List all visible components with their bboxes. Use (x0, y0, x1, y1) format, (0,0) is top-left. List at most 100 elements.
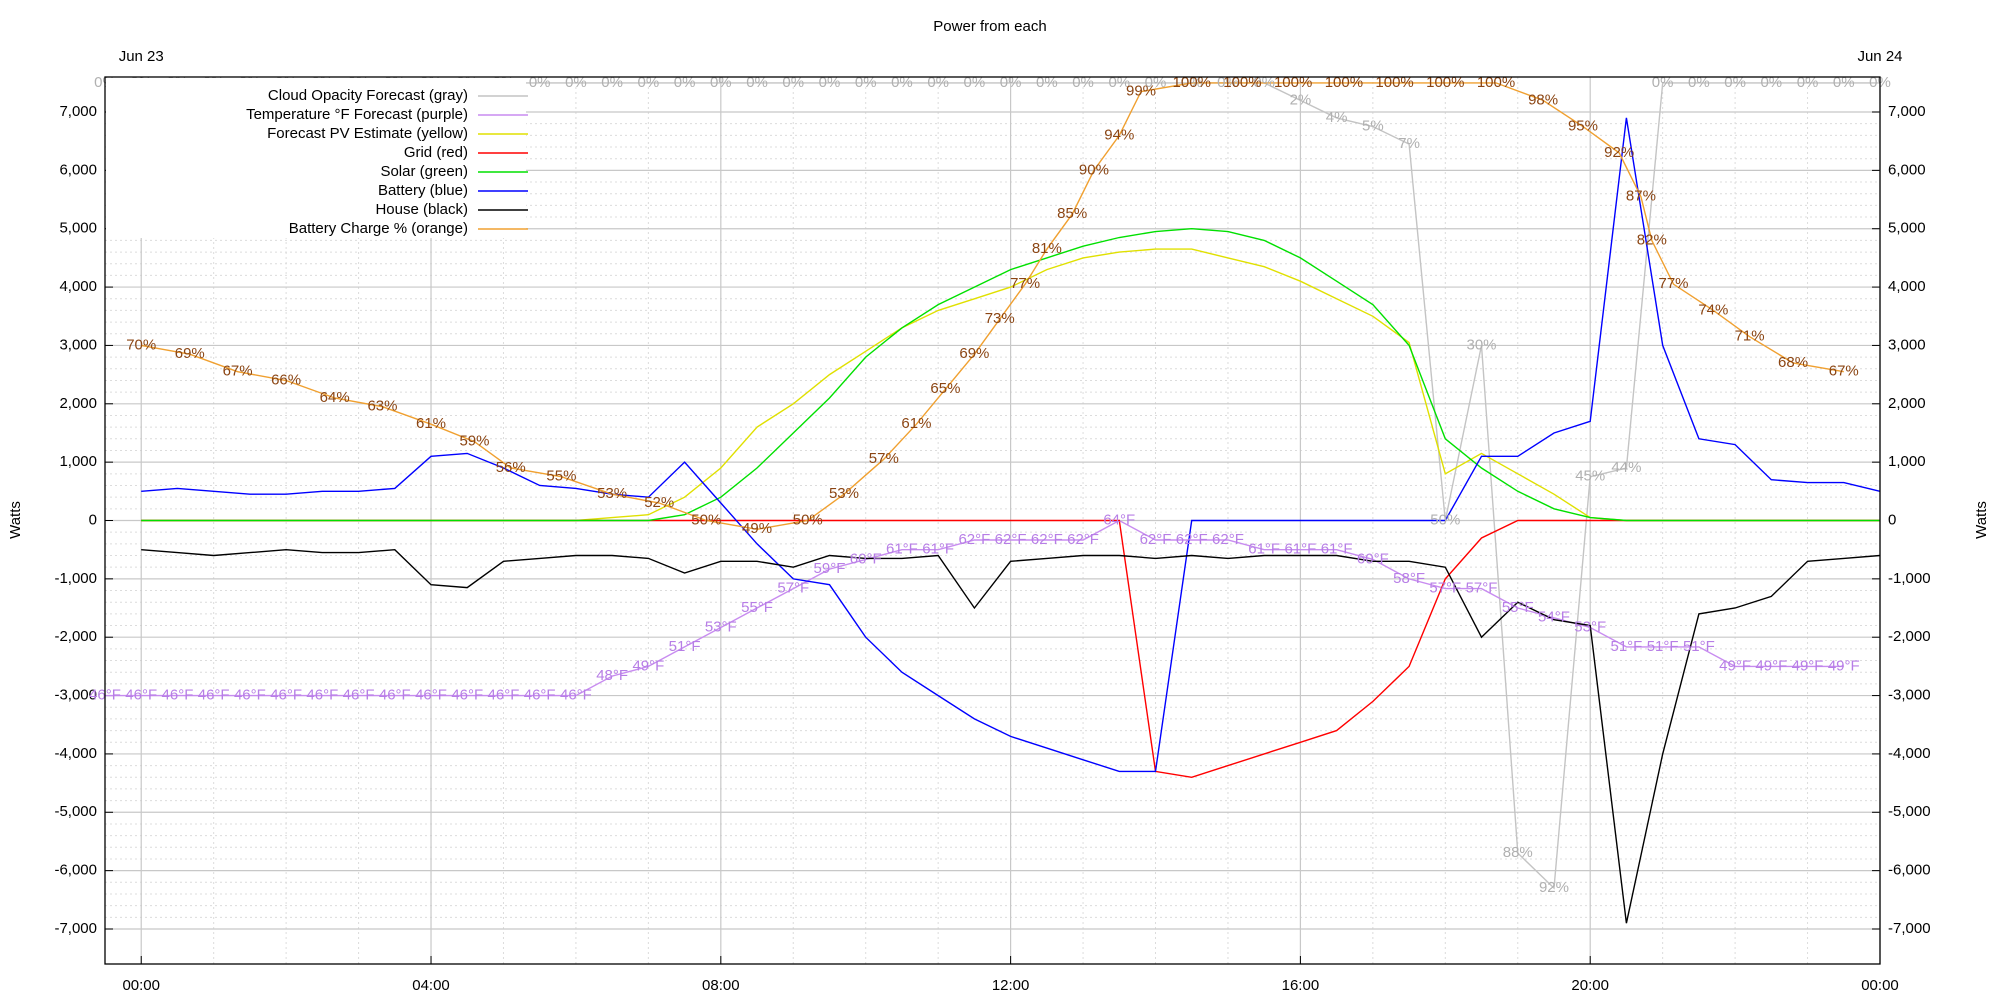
series-line (141, 548, 1881, 924)
data-label: 74% (1698, 301, 1728, 318)
x-tick-label: 04:00 (412, 977, 450, 994)
legend-box (106, 78, 526, 238)
y-tick-label: 1,000 (59, 453, 97, 470)
data-label: 51°F (1647, 638, 1679, 655)
data-label: 0% (638, 74, 660, 91)
data-label: 0% (1652, 74, 1674, 91)
data-label: 57% (869, 450, 899, 467)
data-label: 61°F (1321, 541, 1353, 558)
data-label: 64°F (1103, 511, 1135, 528)
data-label: 46°F (415, 687, 447, 704)
y2-tick-label: -4,000 (1888, 745, 1931, 762)
series-line (141, 227, 1880, 522)
data-label: 61°F (922, 541, 954, 558)
data-label: 46°F (343, 687, 375, 704)
data-label: 53°F (1574, 618, 1606, 635)
data-label: 85% (1057, 205, 1087, 222)
data-label: 49°F (1792, 657, 1824, 674)
x2-tick-label: Jun 24 (1857, 48, 1902, 65)
data-label: 4% (1326, 109, 1348, 126)
data-label: 73% (985, 310, 1015, 327)
data-label: 46°F (198, 687, 230, 704)
data-label: 62°F (1031, 531, 1063, 548)
x-tick-label: 08:00 (702, 977, 740, 994)
data-label: 46°F (270, 687, 302, 704)
data-label: 46°F (524, 687, 556, 704)
data-label: 46°F (379, 687, 411, 704)
data-label: 46°F (560, 687, 592, 704)
y-tick-label: 6,000 (59, 161, 97, 178)
data-label: 55% (546, 468, 576, 485)
y-tick-label: -2,000 (54, 628, 97, 645)
data-label: 0% (855, 74, 877, 91)
data-label: 49% (742, 520, 772, 537)
data-label: 87% (1626, 188, 1656, 205)
y-tick-label: 5,000 (59, 220, 97, 237)
data-label: 46°F (125, 687, 157, 704)
data-label: 57°F (777, 580, 809, 597)
legend-label: Forecast PV Estimate (yellow) (267, 125, 468, 142)
data-label: 0% (927, 74, 949, 91)
data-label: 62°F (995, 531, 1027, 548)
data-label: 30% (1467, 336, 1497, 353)
data-label: 62°F (1212, 531, 1244, 548)
data-label: 45% (1575, 468, 1605, 485)
x-tick-label: 20:00 (1571, 977, 1609, 994)
y-tick-label: 7,000 (59, 103, 97, 120)
data-label: 46°F (488, 687, 520, 704)
data-label: 94% (1104, 126, 1134, 143)
data-label: 59°F (814, 560, 846, 577)
data-label: 60°F (1357, 550, 1389, 567)
y-tick-label: -1,000 (54, 570, 97, 587)
data-label: 0% (1036, 74, 1058, 91)
data-label: 0% (1253, 74, 1275, 91)
data-label: 100% (1325, 74, 1363, 91)
series-line (141, 82, 1844, 531)
data-label: 92% (1604, 144, 1634, 161)
y-tick-label: -6,000 (54, 862, 97, 879)
data-label: 5% (1362, 118, 1384, 135)
legend-label: Cloud Opacity Forecast (gray) (268, 87, 468, 104)
data-label: 0% (1072, 74, 1094, 91)
data-label: 0% (964, 74, 986, 91)
data-label: 52% (644, 494, 674, 511)
data-label: 61% (901, 415, 931, 432)
data-label: 55°F (1502, 599, 1534, 616)
x-tick-label: 12:00 (992, 977, 1030, 994)
y-tick-label: 4,000 (59, 278, 97, 295)
y2-tick-label: 1,000 (1888, 453, 1926, 470)
data-label: 0% (565, 74, 587, 91)
data-label: 62°F (1176, 531, 1208, 548)
data-label: 68% (1778, 354, 1808, 371)
y2-tick-label: -6,000 (1888, 862, 1931, 879)
data-label: 7% (1398, 135, 1420, 152)
data-label: 46°F (451, 687, 483, 704)
data-label: 100% (1375, 74, 1413, 91)
legend-label: Grid (red) (404, 144, 468, 161)
data-label: 0% (1724, 74, 1746, 91)
data-label: 49°F (1828, 657, 1860, 674)
data-label: 0% (1217, 74, 1239, 91)
y-tick-label: 0 (89, 511, 97, 528)
data-label: 55°F (741, 599, 773, 616)
data-label: 0% (1833, 74, 1855, 91)
y-tick-label: -3,000 (54, 687, 97, 704)
data-label: 71% (1735, 328, 1765, 345)
data-label: 67% (1829, 363, 1859, 380)
data-label: 100% (1223, 74, 1261, 91)
data-label: 63% (367, 398, 397, 415)
data-label: 0% (1181, 74, 1203, 91)
series-line (105, 519, 1844, 697)
data-label: 62°F (1067, 531, 1099, 548)
data-label: 59% (459, 433, 489, 450)
y-tick-label: -4,000 (54, 745, 97, 762)
data-label: 100% (1274, 74, 1312, 91)
data-label: 0% (891, 74, 913, 91)
data-label: 0% (601, 74, 623, 91)
y2-tick-label: -5,000 (1888, 803, 1931, 820)
data-label: 54°F (1538, 609, 1570, 626)
chart-title: Power from each (933, 18, 1046, 35)
legend-label: Battery (blue) (378, 182, 468, 199)
data-label: 69% (959, 345, 989, 362)
data-label: 50% (793, 511, 823, 528)
